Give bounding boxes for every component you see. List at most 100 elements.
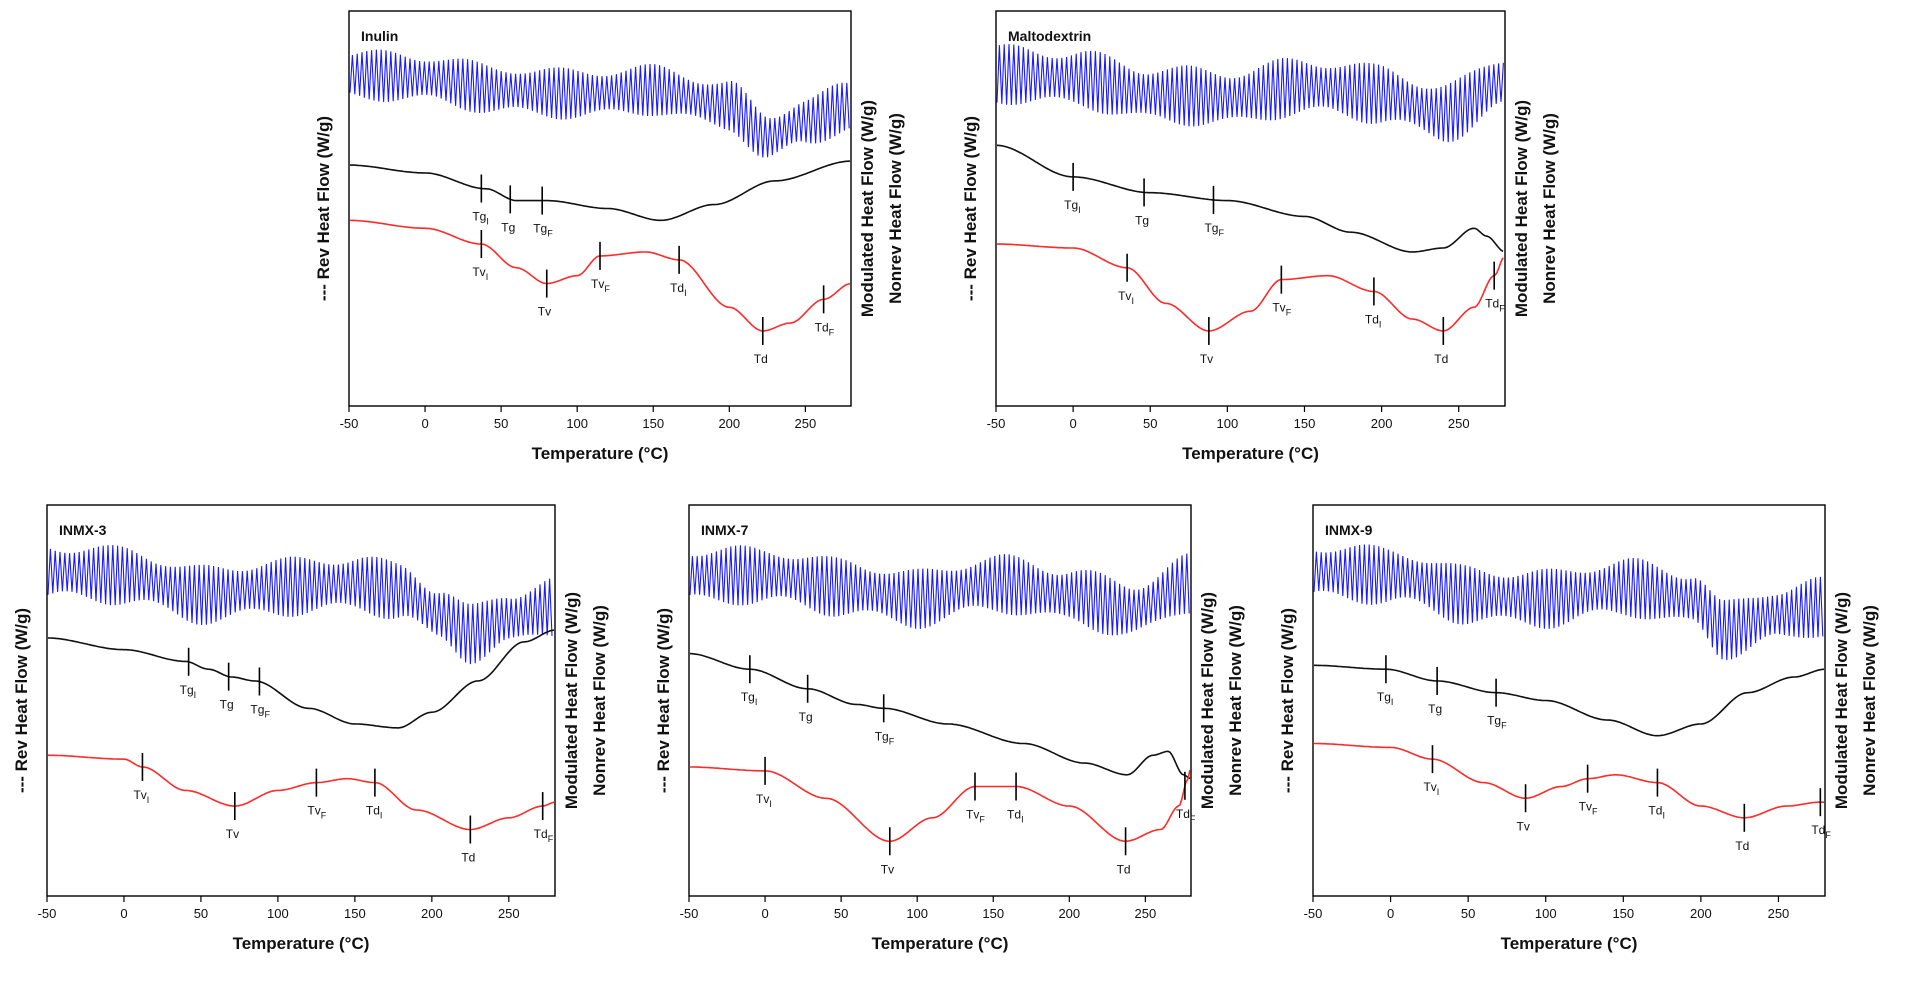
transition-label: TgI — [1377, 690, 1394, 707]
transition-label: TgI — [180, 683, 197, 700]
transition-label: TgI — [472, 209, 489, 226]
transition-label: Tv — [881, 862, 894, 876]
x-tick-label: -50 — [38, 906, 57, 921]
modulated-heat-flow-axis-label: Modulated Heat Flow (W/g) — [858, 100, 877, 317]
x-tick-label: 250 — [498, 906, 520, 921]
transition-label: Tv — [1517, 819, 1530, 833]
x-tick-label: 150 — [1294, 416, 1316, 431]
transition-label: Tv — [226, 827, 239, 841]
transition-label: TvI — [133, 788, 149, 805]
transition-label: TvI — [756, 792, 772, 809]
x-tick-label: 150 — [344, 906, 366, 921]
transition-label: Td — [1117, 862, 1131, 876]
x-axis-label: Temperature (°C) — [1501, 934, 1638, 953]
rev-heat-flow-axis-label: --- Rev Heat Flow (W/g) — [961, 116, 980, 301]
x-tick-label: -50 — [680, 906, 699, 921]
x-tick-label: 100 — [566, 416, 588, 431]
x-tick-label: 100 — [267, 906, 289, 921]
modulated-heat-flow-series — [349, 49, 850, 158]
rev-heat-flow-series — [1314, 664, 1825, 737]
nonrev-heat-flow-axis-label: Nonrev Heat Flow (W/g) — [1226, 605, 1245, 796]
rev-heat-flow-axis-label: --- Rev Heat Flow (W/g) — [12, 608, 31, 793]
nonrev-heat-flow-series — [690, 766, 1191, 843]
modulated-heat-flow-axis-label: Modulated Heat Flow (W/g) — [1198, 592, 1217, 809]
x-tick-label: -50 — [340, 416, 359, 431]
transition-label: TdI — [1007, 808, 1024, 825]
transition-label: TvI — [1118, 289, 1134, 306]
x-axis-label: Temperature (°C) — [233, 934, 370, 953]
rev-heat-flow-axis-label: --- Rev Heat Flow (W/g) — [1278, 608, 1297, 793]
x-tick-label: 200 — [1371, 416, 1393, 431]
panel-title: INMX-3 — [59, 522, 107, 538]
nonrev-heat-flow-axis-label: Nonrev Heat Flow (W/g) — [886, 113, 905, 304]
x-axis-label: Temperature (°C) — [1182, 444, 1319, 463]
x-tick-label: 250 — [1768, 906, 1790, 921]
transition-label: TdI — [1365, 312, 1382, 329]
x-tick-label: 50 — [1461, 906, 1475, 921]
x-tick-label: 100 — [1217, 416, 1239, 431]
transition-label: TgI — [1064, 198, 1081, 215]
rev-heat-flow-series — [350, 160, 851, 222]
x-tick-label: -50 — [987, 416, 1006, 431]
x-tick-label: 0 — [120, 906, 127, 921]
transition-label: TvI — [472, 265, 488, 282]
rev-heat-flow-series — [689, 652, 1191, 780]
x-tick-label: 200 — [718, 416, 740, 431]
modulated-heat-flow-series — [47, 545, 553, 665]
x-tick-label: 100 — [906, 906, 928, 921]
transition-label: TdI — [1648, 804, 1665, 821]
panel-title: INMX-9 — [1325, 522, 1373, 538]
x-tick-label: 0 — [761, 906, 768, 921]
modulated-heat-flow-series — [1313, 544, 1824, 661]
rev-heat-flow-axis-label: --- Rev Heat Flow (W/g) — [314, 116, 333, 301]
modulated-heat-flow-axis-label: Modulated Heat Flow (W/g) — [1832, 592, 1851, 809]
transition-label: Td — [461, 851, 475, 865]
x-tick-label: 250 — [795, 416, 817, 431]
transition-label: Td — [1434, 352, 1448, 366]
x-tick-label: 50 — [834, 906, 848, 921]
nonrev-heat-flow-axis-label: Nonrev Heat Flow (W/g) — [1540, 113, 1559, 304]
x-tick-label: 250 — [1448, 416, 1470, 431]
x-tick-label: 200 — [421, 906, 443, 921]
x-tick-label: 50 — [194, 906, 208, 921]
modulated-heat-flow-axis-label: Modulated Heat Flow (W/g) — [1512, 100, 1531, 317]
x-tick-label: 200 — [1690, 906, 1712, 921]
x-tick-label: 200 — [1058, 906, 1080, 921]
x-tick-label: 250 — [1135, 906, 1157, 921]
plot-frame — [1312, 504, 1826, 897]
transition-label: Tg — [799, 710, 813, 724]
x-tick-label: 0 — [1070, 416, 1077, 431]
transition-label: Tv — [538, 305, 551, 319]
nonrev-heat-flow-axis-label: Nonrev Heat Flow (W/g) — [1860, 605, 1879, 796]
x-tick-label: 150 — [982, 906, 1004, 921]
nonrev-heat-flow-series — [1314, 742, 1824, 819]
modulated-heat-flow-series — [689, 545, 1190, 636]
transition-label: Td — [1735, 839, 1749, 853]
transition-label: Tg — [1135, 213, 1149, 227]
modulated-heat-flow-axis-label: Modulated Heat Flow (W/g) — [562, 592, 581, 809]
x-tick-label: 50 — [1143, 416, 1157, 431]
transition-label: Tg — [1428, 702, 1442, 716]
transition-label: Tg — [501, 220, 515, 234]
x-axis-label: Temperature (°C) — [532, 444, 669, 463]
transition-label: TdI — [670, 281, 687, 298]
transition-label: Tv — [1200, 352, 1213, 366]
panel-title: Maltodextrin — [1008, 28, 1091, 44]
panel-title: INMX-7 — [701, 522, 749, 538]
plot-frame — [995, 10, 1506, 407]
transition-label: TdI — [366, 804, 383, 821]
rev-heat-flow-series — [996, 144, 1504, 253]
panel-title: Inulin — [361, 28, 398, 44]
transition-label: TgI — [741, 690, 758, 707]
transition-label: Td — [754, 352, 768, 366]
rev-heat-flow-axis-label: --- Rev Heat Flow (W/g) — [654, 608, 673, 793]
rev-heat-flow-series — [47, 629, 555, 729]
nonrev-heat-flow-axis-label: Nonrev Heat Flow (W/g) — [590, 605, 609, 796]
modulated-heat-flow-series — [996, 44, 1504, 143]
